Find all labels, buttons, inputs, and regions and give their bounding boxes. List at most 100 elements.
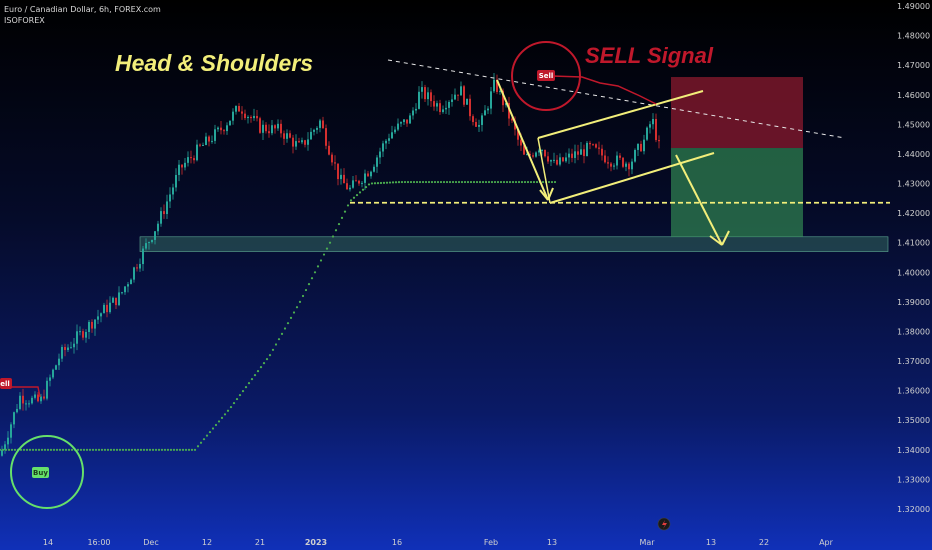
candle-body (55, 365, 57, 370)
candle-body (259, 118, 261, 133)
trend-dot (550, 180, 554, 184)
candle-body (430, 92, 432, 102)
candle-body (145, 243, 147, 249)
candle-body (352, 180, 354, 188)
trend-dot (196, 445, 200, 448)
trend-dot (118, 448, 122, 451)
trend-dot (124, 448, 128, 451)
candle-body (409, 115, 411, 124)
trend-dot (181, 448, 185, 451)
candle-body (46, 380, 48, 399)
candle-body (421, 87, 423, 92)
candle-body (292, 137, 294, 147)
candle-body (223, 130, 225, 132)
candle-body (40, 396, 42, 402)
candle-body (16, 408, 18, 413)
sell-tag-label: Sell (539, 72, 554, 80)
candle-body (553, 159, 555, 161)
candle-body (247, 116, 249, 119)
target-arrowhead (709, 235, 723, 246)
trend-dot (535, 180, 539, 184)
trend-dot (163, 448, 167, 451)
target-arrowhead (721, 230, 730, 246)
candle-body (484, 110, 486, 116)
candle-body (196, 144, 198, 161)
candle-body (385, 140, 387, 144)
candle-body (592, 144, 594, 146)
candle-body (313, 129, 315, 132)
candle-body (19, 395, 21, 409)
candle-body (103, 304, 105, 314)
trend-dot (334, 229, 338, 232)
trend-dot (43, 448, 47, 451)
trend-dot (301, 294, 305, 298)
candle-body (469, 98, 471, 117)
trend-dot (10, 448, 14, 451)
trend-dot (526, 180, 530, 184)
candle-body (616, 155, 618, 166)
candle-body (562, 157, 564, 162)
trend-dot (289, 316, 293, 319)
trend-dot (445, 180, 449, 184)
candle-body (355, 180, 357, 182)
candle-body (487, 108, 489, 111)
trend-dot (52, 448, 56, 451)
candle-body (643, 139, 645, 152)
candle-body (31, 397, 33, 404)
buy-tag (32, 467, 49, 478)
trend-dot (376, 182, 380, 185)
trend-dot (79, 448, 83, 451)
candle-body (496, 79, 498, 92)
author-label: ISOFOREX (4, 16, 45, 25)
candle-body (10, 424, 12, 438)
trend-dot (379, 181, 383, 185)
trend-dot (481, 180, 485, 184)
candle-body (109, 302, 111, 313)
trend-dot (244, 385, 248, 389)
trend-dot (514, 180, 518, 184)
trend-dot (343, 210, 347, 213)
trend-dot (130, 448, 134, 451)
candle-body (130, 279, 132, 285)
trend-dot (346, 204, 350, 207)
candle-body (397, 123, 399, 130)
candle-body (535, 152, 537, 157)
candle-body (208, 136, 210, 142)
trend-dot (295, 306, 299, 309)
trend-dot (82, 448, 86, 451)
candle-body (220, 127, 222, 131)
candle-body (283, 133, 285, 139)
take-profit-zone (671, 148, 803, 237)
y-tick-label: 1.49000 (897, 2, 930, 11)
candle-body (319, 120, 321, 128)
trend-dot (19, 448, 23, 451)
trend-dot (136, 448, 140, 451)
trend-dot (436, 180, 440, 184)
candle-body (175, 174, 177, 188)
candle-body (256, 115, 258, 119)
candle-body (580, 149, 582, 155)
trend-dot (76, 448, 80, 451)
trend-dot (259, 366, 263, 369)
candle-body (76, 331, 78, 344)
trend-dot (385, 181, 389, 184)
trend-dot (331, 235, 335, 238)
y-tick-label: 1.42000 (897, 209, 930, 218)
trend-dot (478, 180, 482, 184)
trend-dot (199, 441, 203, 444)
trend-dot (88, 448, 92, 451)
trend-dot (322, 253, 326, 256)
candle-body (157, 223, 159, 232)
candle-body (58, 358, 60, 366)
trend-dot (178, 448, 182, 451)
candle-body (406, 119, 408, 124)
candle-body (160, 211, 162, 224)
trend-dot (349, 199, 353, 202)
trend-dot (541, 180, 545, 184)
trend-dot (25, 448, 29, 451)
candle-body (376, 157, 378, 167)
candle-body (298, 141, 300, 143)
trend-dot (277, 338, 281, 341)
y-tick-label: 1.48000 (897, 32, 930, 41)
